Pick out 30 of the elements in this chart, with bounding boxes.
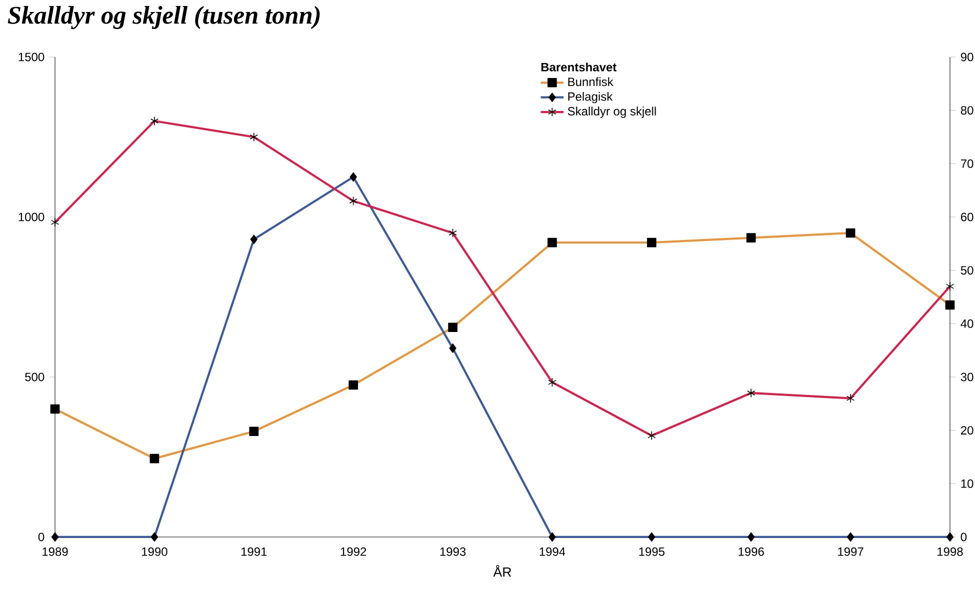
x-tick-label: 1991: [241, 547, 267, 556]
legend-label: Bunnfisk: [568, 77, 614, 86]
y2-tick-label: 70: [960, 159, 974, 168]
y-tick-label: 0: [38, 532, 44, 542]
y2-tick-label: 80: [960, 106, 974, 115]
y2-tick-label: 50: [960, 266, 974, 275]
x-axis-title: ÅR: [493, 565, 512, 577]
x-tick-label: 1997: [838, 547, 864, 556]
x-tick-label: 1998: [938, 547, 963, 556]
y2-tick-label: 0: [960, 532, 967, 542]
legend-label: Pelagisk: [568, 92, 613, 104]
x-tick-label: 1990: [142, 547, 168, 556]
y2-tick-label: 10: [961, 479, 974, 488]
x-tick-label: 1994: [540, 547, 566, 556]
y2-tick-label: 40: [960, 319, 974, 328]
chart-title: Skalldyr og skjell (tusen tonn): [8, 6, 320, 30]
y-tick-label: 500: [25, 372, 44, 382]
y2-tick-label: 20: [960, 426, 974, 435]
y2-tick-label: 60: [960, 212, 974, 222]
y-tick-label: 1500: [18, 52, 44, 62]
x-tick-label: 1992: [340, 547, 366, 556]
x-tick-label: 1993: [440, 547, 466, 556]
y-tick-label: 1000: [18, 212, 44, 222]
x-tick-label: 1996: [738, 547, 764, 556]
legend-title: Barentshavet: [541, 62, 616, 72]
y2-tick-label: 30: [960, 372, 974, 382]
x-tick-label: 1995: [639, 547, 664, 556]
x-tick-label: 1989: [42, 547, 68, 556]
legend-label: Skalldyr og skjell: [568, 106, 656, 118]
y2-tick-label: 90: [960, 52, 974, 62]
